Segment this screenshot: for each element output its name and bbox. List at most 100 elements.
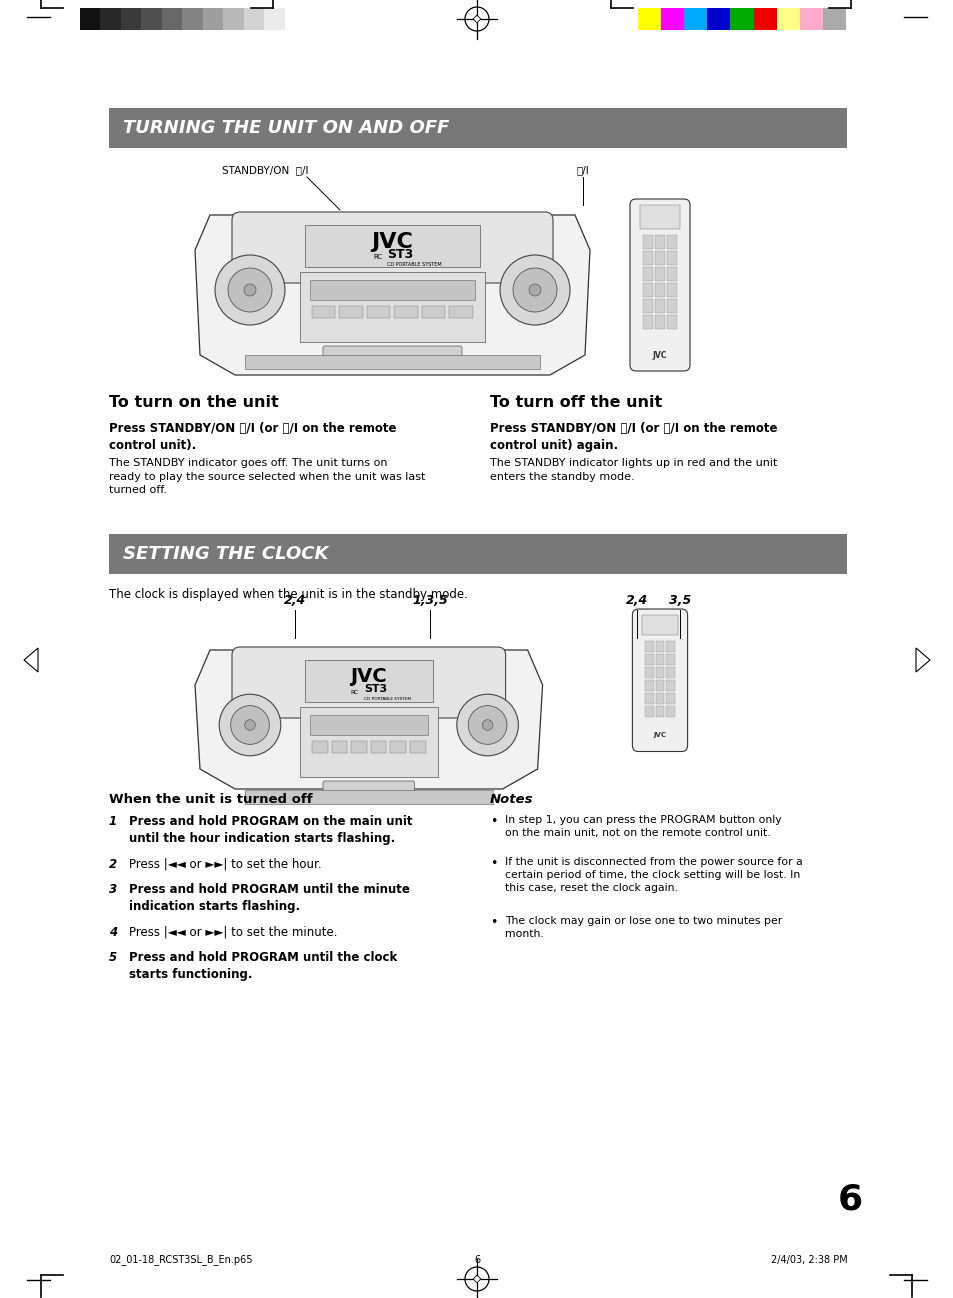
Bar — [371, 741, 386, 753]
Text: 5: 5 — [109, 951, 117, 964]
Bar — [109, 533, 846, 574]
Text: 6: 6 — [474, 1255, 479, 1266]
Text: The STANDBY indicator lights up in red and the unit
enters the standby mode.: The STANDBY indicator lights up in red a… — [490, 458, 777, 482]
Text: JVC: JVC — [350, 667, 387, 687]
Bar — [642, 299, 652, 313]
Circle shape — [513, 267, 557, 312]
Bar — [121, 8, 141, 30]
Text: 6: 6 — [837, 1182, 862, 1218]
Bar — [182, 8, 203, 30]
Circle shape — [482, 719, 493, 731]
Bar — [655, 267, 664, 280]
Bar — [80, 8, 100, 30]
Bar — [312, 741, 327, 753]
Polygon shape — [24, 648, 38, 672]
Bar — [655, 283, 664, 297]
Polygon shape — [915, 648, 929, 672]
Text: CD PORTABLE SYSTEM: CD PORTABLE SYSTEM — [387, 261, 441, 266]
Bar — [666, 251, 677, 265]
Bar — [655, 667, 663, 678]
Text: •: • — [490, 916, 497, 929]
Bar — [367, 306, 390, 318]
Bar — [645, 667, 653, 678]
Text: 2: 2 — [109, 858, 117, 871]
Circle shape — [231, 706, 269, 744]
Text: 2/4/03, 2:38 PM: 2/4/03, 2:38 PM — [770, 1255, 847, 1266]
Bar — [223, 8, 244, 30]
Text: To turn off the unit: To turn off the unit — [490, 395, 661, 410]
Bar — [645, 654, 653, 665]
Text: 2,4: 2,4 — [284, 594, 306, 607]
Text: 1,3,5: 1,3,5 — [412, 594, 447, 607]
FancyBboxPatch shape — [629, 199, 689, 371]
FancyBboxPatch shape — [232, 646, 505, 718]
Text: Press and hold PROGRAM on the main unit
until the hour indication starts flashin: Press and hold PROGRAM on the main unit … — [129, 815, 412, 845]
Text: ST3: ST3 — [363, 684, 387, 694]
Text: ⏻/I: ⏻/I — [576, 165, 589, 175]
Text: 1: 1 — [109, 815, 117, 828]
Bar — [305, 225, 479, 267]
Bar — [655, 299, 664, 313]
FancyBboxPatch shape — [323, 781, 415, 797]
Bar — [655, 654, 663, 665]
Circle shape — [245, 719, 255, 731]
Bar — [421, 306, 445, 318]
Bar — [665, 693, 674, 704]
Bar — [645, 693, 653, 704]
Circle shape — [244, 284, 255, 296]
Bar — [706, 8, 730, 30]
Bar — [655, 641, 663, 652]
Bar — [245, 354, 539, 369]
Bar — [645, 641, 653, 652]
Text: Press and hold PROGRAM until the minute
indication starts flashing.: Press and hold PROGRAM until the minute … — [129, 883, 410, 912]
Bar — [245, 790, 492, 803]
Text: SETTING THE CLOCK: SETTING THE CLOCK — [123, 545, 328, 563]
Bar — [642, 315, 652, 328]
Bar — [310, 280, 475, 300]
Text: Press |◄◄ or ►►| to set the hour.: Press |◄◄ or ►►| to set the hour. — [129, 858, 321, 871]
Bar — [665, 641, 674, 652]
Text: 3,5: 3,5 — [668, 594, 690, 607]
Bar — [312, 306, 335, 318]
Text: Notes: Notes — [490, 793, 533, 806]
Bar — [638, 8, 660, 30]
Circle shape — [219, 694, 280, 755]
Bar — [655, 706, 663, 716]
FancyBboxPatch shape — [323, 347, 461, 362]
Bar — [299, 273, 484, 341]
Bar — [310, 715, 427, 735]
Bar — [799, 8, 822, 30]
Bar — [109, 108, 846, 148]
Bar — [655, 680, 663, 691]
Bar — [264, 8, 285, 30]
Bar — [141, 8, 162, 30]
Bar — [665, 680, 674, 691]
Text: 02_01-18_RCST3SL_B_En.p65: 02_01-18_RCST3SL_B_En.p65 — [109, 1255, 253, 1266]
Bar — [410, 741, 425, 753]
Circle shape — [228, 267, 272, 312]
Bar — [244, 8, 264, 30]
Text: 2,4: 2,4 — [625, 594, 647, 607]
Bar — [665, 706, 674, 716]
Bar — [351, 741, 366, 753]
FancyBboxPatch shape — [632, 609, 687, 752]
Text: Press STANDBY/ON ⏻/I (or ⏻/I on the remote
control unit).: Press STANDBY/ON ⏻/I (or ⏻/I on the remo… — [109, 422, 396, 453]
Text: 4: 4 — [109, 925, 117, 938]
Bar — [822, 8, 845, 30]
Text: •: • — [490, 857, 497, 870]
Bar — [299, 707, 437, 778]
Circle shape — [456, 694, 517, 755]
Text: The STANDBY indicator goes off. The unit turns on
ready to play the source selec: The STANDBY indicator goes off. The unit… — [109, 458, 425, 496]
Bar — [660, 8, 683, 30]
Bar — [449, 306, 473, 318]
Text: CD PORTABLE SYSTEM: CD PORTABLE SYSTEM — [363, 697, 411, 701]
Text: RC: RC — [350, 689, 358, 694]
Bar — [655, 235, 664, 249]
Bar — [776, 8, 799, 30]
Bar — [203, 8, 223, 30]
Text: JVC: JVC — [653, 732, 666, 739]
Bar — [665, 667, 674, 678]
Text: RC: RC — [373, 254, 382, 260]
Bar — [639, 205, 679, 228]
Bar — [666, 267, 677, 280]
